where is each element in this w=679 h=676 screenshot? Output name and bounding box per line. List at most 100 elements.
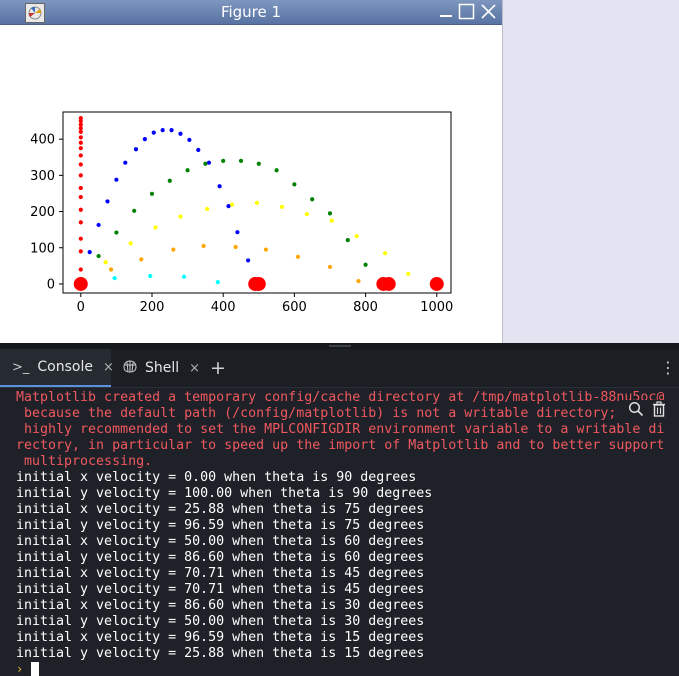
close-shell-tab-icon[interactable]: × — [189, 360, 201, 376]
data-point — [96, 222, 101, 228]
console-output[interactable]: Matplotlib created a temporary config/ca… — [0, 388, 679, 676]
data-point — [78, 118, 83, 124]
data-point — [356, 278, 361, 284]
data-point — [345, 238, 350, 243]
minimize-icon[interactable] — [438, 3, 455, 20]
data-point — [327, 264, 333, 270]
data-point — [112, 276, 117, 281]
splitter-grip[interactable] — [329, 345, 351, 347]
data-point — [105, 199, 110, 204]
data-point — [206, 160, 212, 165]
maximize-icon[interactable] — [458, 3, 475, 20]
x-tick-label: 800 — [353, 300, 378, 315]
add-tab-icon[interactable]: + — [210, 357, 226, 379]
console-output-line: initial x velocity = 25.88 when theta is… — [16, 502, 425, 517]
impact-marker — [429, 276, 444, 291]
projectile-chart: 0 200 400 600 800 1000 0 100 200 300 400 — [30, 111, 453, 315]
data-point — [114, 177, 119, 182]
data-point — [153, 225, 158, 230]
console-error-line: Matplotlib created a temporary config/ca… — [16, 390, 665, 405]
x-tick-label: 600 — [282, 300, 307, 315]
console-output-line: initial x velocity = 70.71 when theta is… — [16, 566, 425, 581]
data-point — [196, 147, 201, 153]
data-point — [142, 137, 147, 142]
data-point — [233, 244, 238, 250]
data-point — [274, 168, 279, 173]
data-point — [78, 185, 83, 191]
data-point — [226, 204, 231, 209]
data-point — [87, 249, 92, 255]
more-menu-icon[interactable]: ⋮ — [660, 358, 676, 377]
console-output-line: initial x velocity = 0.00 when theta is … — [16, 470, 417, 485]
data-point — [78, 220, 83, 225]
trash-icon[interactable] — [652, 401, 666, 421]
figure-window: Figure 1 0 200 400 600 800 1000 0 100 200 300 400 — [0, 0, 502, 343]
data-point — [149, 191, 155, 196]
data-point — [181, 274, 187, 279]
data-point — [238, 158, 244, 163]
x-tick-label: 0 — [77, 300, 85, 315]
console-error-line: highly recommended to set the MPLCONFIGD… — [16, 422, 665, 437]
close-window-icon[interactable] — [480, 3, 497, 20]
data-point — [187, 137, 192, 142]
data-point — [78, 173, 83, 178]
console-output-line: initial y velocity = 70.71 when theta is… — [16, 582, 425, 597]
close-console-tab-icon[interactable]: × — [102, 359, 114, 375]
impact-marker — [381, 276, 396, 291]
data-point — [215, 280, 220, 285]
console-output-line: initial y velocity = 25.88 when theta is… — [16, 646, 425, 661]
console-output-line: initial x velocity = 50.00 when theta is… — [16, 534, 425, 549]
y-tick-label: 300 — [30, 169, 55, 184]
console-output-line: initial y velocity = 86.60 when theta is… — [16, 550, 425, 565]
data-point — [78, 129, 83, 135]
data-point — [292, 182, 297, 187]
tab-shell[interactable]: Shell × — [123, 349, 203, 387]
search-icon[interactable] — [628, 401, 644, 421]
data-point — [96, 253, 101, 259]
console-output-line: initial y velocity = 50.00 when theta is… — [16, 614, 425, 629]
tab-shell-label: Shell — [145, 360, 180, 376]
app-icon[interactable] — [25, 3, 45, 23]
data-point — [229, 202, 235, 207]
x-tick-label: 200 — [140, 300, 165, 315]
shell-icon — [123, 359, 137, 377]
data-point — [279, 204, 285, 209]
data-point — [203, 161, 208, 166]
y-tick-label: 400 — [30, 133, 55, 148]
y-tick-label: 100 — [30, 241, 55, 256]
data-point — [139, 257, 144, 262]
data-point — [246, 258, 251, 263]
data-point — [235, 230, 240, 235]
data-point — [354, 234, 359, 239]
data-point — [148, 273, 153, 279]
tab-console[interactable]: >_ Console × — [0, 349, 114, 387]
data-point — [406, 271, 411, 276]
data-point — [178, 131, 183, 136]
console-output-line: initial y velocity = 100.00 when theta i… — [16, 486, 433, 501]
data-point — [78, 162, 83, 167]
console-output-line: initial x velocity = 86.60 when theta is… — [16, 598, 425, 613]
data-point — [256, 161, 261, 166]
text-cursor[interactable] — [31, 662, 39, 676]
data-point — [123, 160, 128, 165]
window-title: Figure 1 — [220, 3, 282, 21]
data-point — [310, 197, 315, 202]
data-point — [133, 147, 139, 152]
data-point — [78, 207, 83, 212]
data-point — [327, 211, 333, 216]
data-point — [151, 130, 156, 135]
data-point — [221, 158, 226, 163]
data-point — [132, 208, 137, 213]
data-point — [363, 262, 368, 267]
terminal-icon: >_ — [12, 359, 30, 375]
data-point — [78, 146, 83, 151]
data-point — [295, 254, 301, 259]
figure-titlebar[interactable]: Figure 1 — [0, 0, 502, 25]
data-point — [78, 194, 83, 200]
data-point — [103, 260, 108, 265]
data-point — [263, 247, 268, 252]
tab-console-label: Console — [37, 359, 93, 375]
console-toolbar — [622, 400, 672, 422]
data-point — [114, 230, 119, 235]
pane-splitter[interactable] — [0, 343, 679, 349]
